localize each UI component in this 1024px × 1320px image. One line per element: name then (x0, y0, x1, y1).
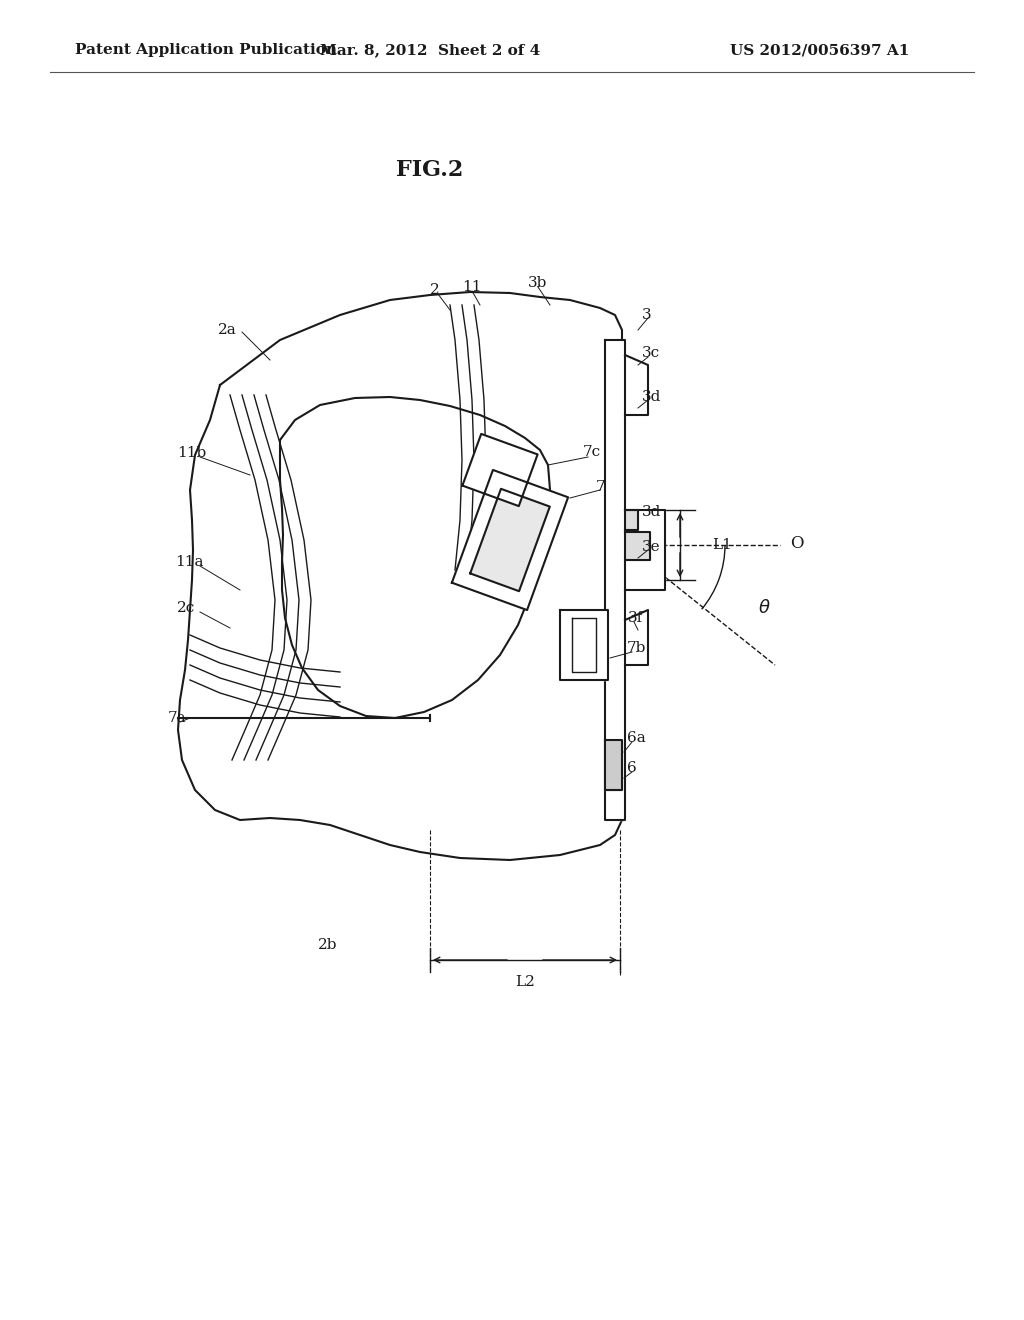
Text: 7c: 7c (583, 445, 601, 459)
Text: 3e: 3e (642, 540, 660, 554)
Text: 3c: 3c (642, 346, 660, 360)
Text: $\theta$: $\theta$ (758, 599, 771, 616)
Polygon shape (625, 510, 638, 531)
Polygon shape (178, 292, 622, 861)
Polygon shape (470, 488, 550, 591)
Polygon shape (625, 510, 665, 590)
Text: 7: 7 (596, 480, 605, 494)
Text: O: O (790, 535, 804, 552)
Text: 11b: 11b (177, 446, 206, 459)
Polygon shape (625, 532, 650, 560)
Text: 6a: 6a (627, 731, 646, 744)
Text: 6: 6 (627, 762, 637, 775)
Text: Patent Application Publication: Patent Application Publication (75, 44, 337, 57)
Polygon shape (605, 741, 622, 789)
Text: 3d: 3d (642, 506, 662, 519)
Text: 11a: 11a (175, 554, 204, 569)
Polygon shape (625, 610, 648, 665)
Text: 7a: 7a (168, 711, 186, 725)
Text: 3f: 3f (628, 611, 643, 624)
Text: 3: 3 (642, 308, 651, 322)
Text: 3b: 3b (528, 276, 548, 290)
Polygon shape (625, 355, 648, 414)
Text: 7b: 7b (627, 642, 646, 655)
Polygon shape (560, 610, 608, 680)
Text: 2a: 2a (218, 323, 237, 337)
Text: 3d: 3d (642, 389, 662, 404)
Text: 11: 11 (462, 280, 481, 294)
Text: US 2012/0056397 A1: US 2012/0056397 A1 (730, 44, 909, 57)
Text: 2b: 2b (318, 939, 338, 952)
Text: Mar. 8, 2012  Sheet 2 of 4: Mar. 8, 2012 Sheet 2 of 4 (319, 44, 540, 57)
Polygon shape (452, 470, 568, 610)
Text: FIG.2: FIG.2 (396, 158, 464, 181)
Polygon shape (605, 341, 625, 820)
Text: L1: L1 (712, 539, 732, 552)
Text: L2: L2 (515, 975, 535, 989)
Text: 2: 2 (430, 282, 439, 297)
Text: 2c: 2c (177, 601, 196, 615)
Polygon shape (463, 434, 538, 506)
